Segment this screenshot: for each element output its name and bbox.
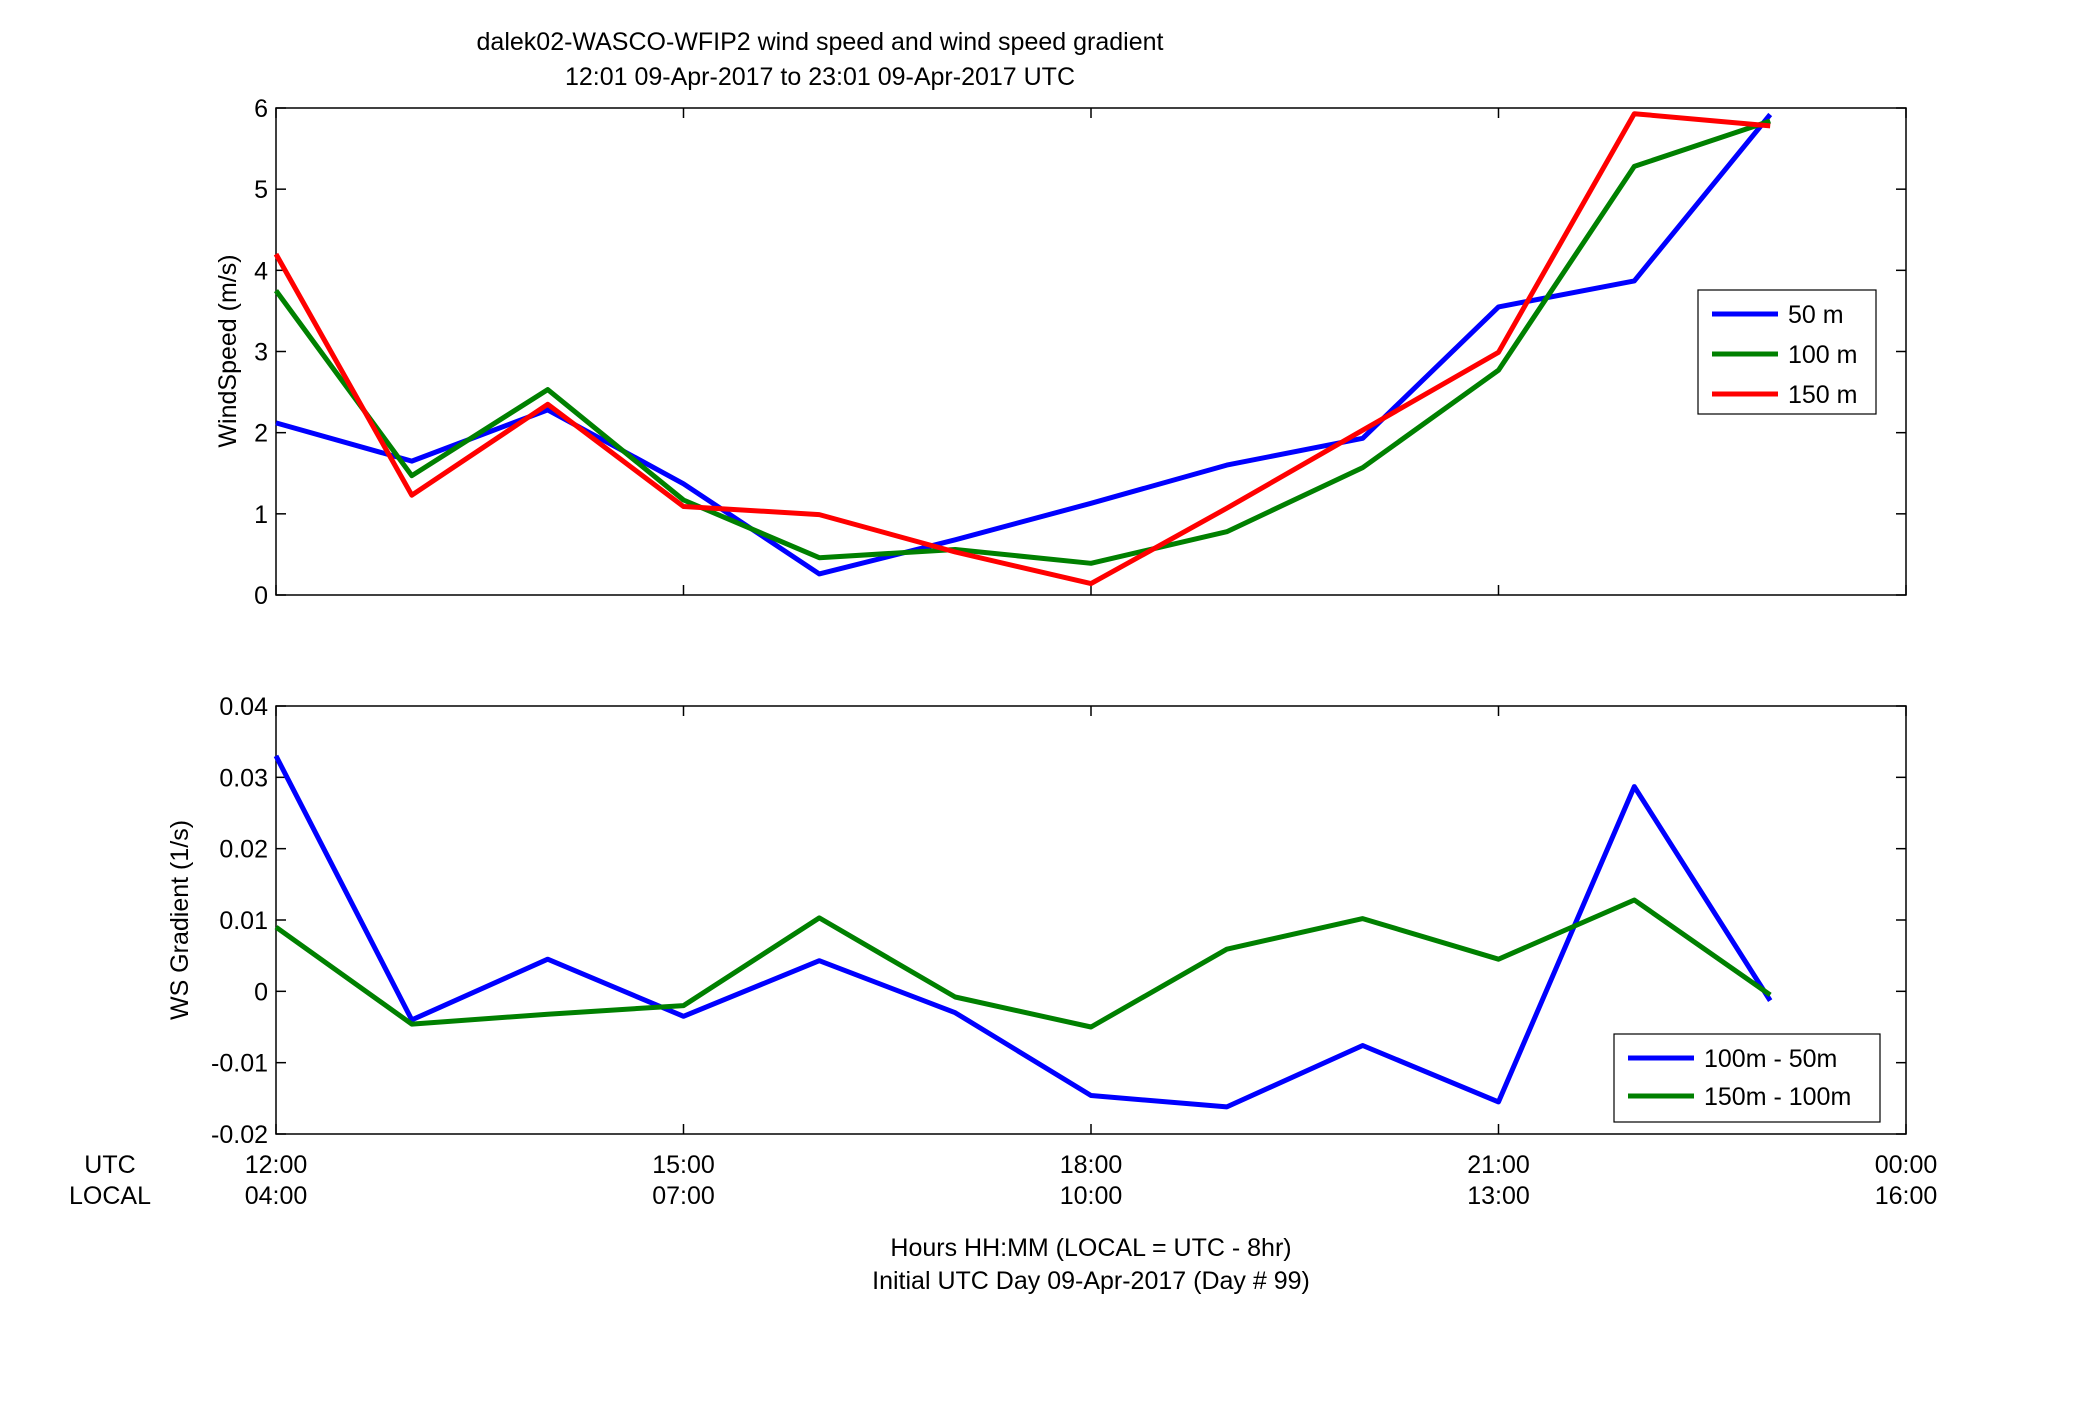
gradient-y-ticks: -0.02 -0.01 0 0.01 0.02 0.03 0.04 xyxy=(211,693,1906,1149)
x-tick-label-utc: 00:00 xyxy=(1875,1151,1938,1179)
windspeed-series-lines xyxy=(273,111,1773,587)
windspeed-y-tick-label: 4 xyxy=(254,257,268,285)
gradient-y-tick-label: 0 xyxy=(254,978,268,1006)
windspeed-y-tick-label: 5 xyxy=(254,176,268,204)
gradient-y-tick-label: 0.02 xyxy=(219,836,268,864)
x-tick-label-local: 04:00 xyxy=(245,1182,308,1210)
windspeed-ylabel: WindSpeed (m/s) xyxy=(214,254,242,447)
gradient-y-tick-label: 0.03 xyxy=(219,764,268,792)
x-tick-label-local: 07:00 xyxy=(652,1182,715,1210)
windspeed-legend: 50 m 100 m 150 m xyxy=(1697,289,1877,415)
gradient-x-ticks: 12:00 04:00 15:00 07:00 18:00 10:00 21:00 13:00… xyxy=(245,706,1938,1210)
x-axis-label-line2: Initial UTC Day 09-Apr-2017 (Day # 99) xyxy=(872,1267,1310,1295)
gradient-ylabel: WS Gradient (1/s) xyxy=(166,820,194,1020)
x-tick-label-utc: 15:00 xyxy=(652,1151,715,1179)
x-tick-label-utc: 18:00 xyxy=(1060,1151,1123,1179)
windspeed-y-tick-label: 1 xyxy=(254,501,268,529)
gradient-series-lines xyxy=(273,754,1773,1110)
gradient-legend: 100m - 50m 150m - 100m xyxy=(1613,1033,1881,1123)
legend-label-150-m: 150 m xyxy=(1788,381,1857,409)
utc-row-label: UTC xyxy=(84,1151,135,1179)
windspeed-y-tick-label: 0 xyxy=(254,582,268,610)
x-tick-label-local: 16:00 xyxy=(1875,1182,1938,1210)
gradient-y-tick-label: -0.01 xyxy=(211,1050,268,1078)
x-axis-label-line1: Hours HH:MM (LOCAL = UTC - 8hr) xyxy=(890,1234,1291,1262)
legend-label-150m-100m: 150m - 100m xyxy=(1704,1083,1851,1111)
x-tick-label-local: 10:00 xyxy=(1060,1182,1123,1210)
windspeed-y-tick-label: 2 xyxy=(254,420,268,448)
series-line-150-m xyxy=(273,111,1771,587)
legend-label-100-m: 100 m xyxy=(1788,341,1857,369)
gradient-y-tick-label: 0.01 xyxy=(219,907,268,935)
windspeed-y-ticks: 0 1 2 3 4 5 6 xyxy=(254,95,1906,610)
windspeed-panel: 0 1 2 3 4 5 6 WindSpeed (m/s) 50 m 100 m 150 m xyxy=(214,95,1907,610)
windspeed-y-tick-label: 3 xyxy=(254,339,268,367)
gradient-y-tick-label: -0.02 xyxy=(211,1121,268,1149)
windspeed-x-ticks xyxy=(275,108,1907,595)
figure-title-line1: dalek02-WASCO-WFIP2 wind speed and wind … xyxy=(477,28,1164,56)
windspeed-plot-area xyxy=(275,107,1907,596)
gradient-legend-box xyxy=(1613,1033,1881,1123)
x-tick-label-utc: 12:00 xyxy=(245,1151,308,1179)
legend-label-100m-50m: 100m - 50m xyxy=(1704,1045,1837,1073)
gradient-y-tick-label: 0.04 xyxy=(219,693,268,721)
series-line-100-m xyxy=(273,118,1771,566)
legend-label-50-m: 50 m xyxy=(1788,301,1844,329)
series-line-100m-50m xyxy=(273,754,1773,1110)
x-tick-label-utc: 21:00 xyxy=(1467,1151,1530,1179)
gradient-panel: -0.02 -0.01 0 0.01 0.02 0.03 0.04 12:00 04:00 15… xyxy=(166,693,1937,1210)
local-row-label: LOCAL xyxy=(69,1182,151,1210)
x-tick-label-local: 13:00 xyxy=(1467,1182,1530,1210)
figure-title-line2: 12:01 09-Apr-2017 to 23:01 09-Apr-2017 U… xyxy=(565,63,1075,91)
windspeed-y-tick-label: 6 xyxy=(254,95,268,123)
series-line-150m-100m xyxy=(274,897,1772,1030)
